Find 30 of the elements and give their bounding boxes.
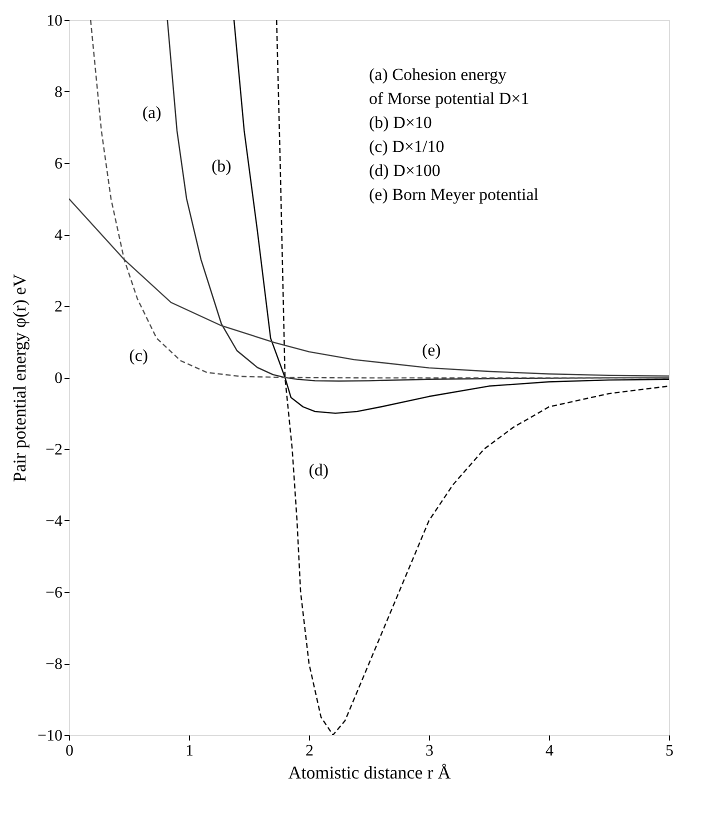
annotation: (b) D×10: [369, 113, 432, 132]
y-tick-label: 2: [54, 298, 62, 316]
annotation: (e) Born Meyer potential: [369, 185, 539, 204]
annotation: (b): [211, 156, 232, 176]
y-tick-label: −2: [45, 442, 62, 458]
y-tick-label: 4: [54, 227, 62, 244]
x-tick-label: 4: [546, 742, 554, 760]
y-tick-label: 0: [54, 370, 62, 387]
y-tick-label: −6: [45, 584, 62, 602]
x-tick-label: 2: [306, 742, 314, 760]
annotation: (a): [142, 102, 162, 122]
annotation: (a) Cohesion energy: [369, 65, 508, 84]
annotation: (c) D×1/10: [369, 137, 444, 156]
annotation: (e): [422, 340, 441, 360]
annotation: of Morse potential D×1: [369, 89, 530, 108]
annotation: (d): [308, 460, 329, 480]
x-tick-label: 3: [426, 742, 434, 760]
y-tick-label: −10: [37, 728, 62, 744]
x-tick-label: 1: [186, 742, 194, 760]
annotation: (c): [129, 346, 148, 366]
y-tick-label: 10: [46, 12, 62, 30]
x-tick-label: 0: [66, 742, 74, 760]
y-tick-label: −4: [45, 513, 62, 530]
x-axis-title: Atomistic distance r Å: [288, 762, 451, 782]
annotation: (d) D×100: [369, 161, 440, 180]
x-tick-label: 5: [666, 742, 674, 760]
y-tick-label: 6: [54, 156, 62, 172]
y-tick-label: −8: [45, 656, 62, 673]
y-axis-title: Pair potential energy φ(r) eV: [9, 274, 30, 482]
y-tick-label: 8: [54, 84, 62, 101]
